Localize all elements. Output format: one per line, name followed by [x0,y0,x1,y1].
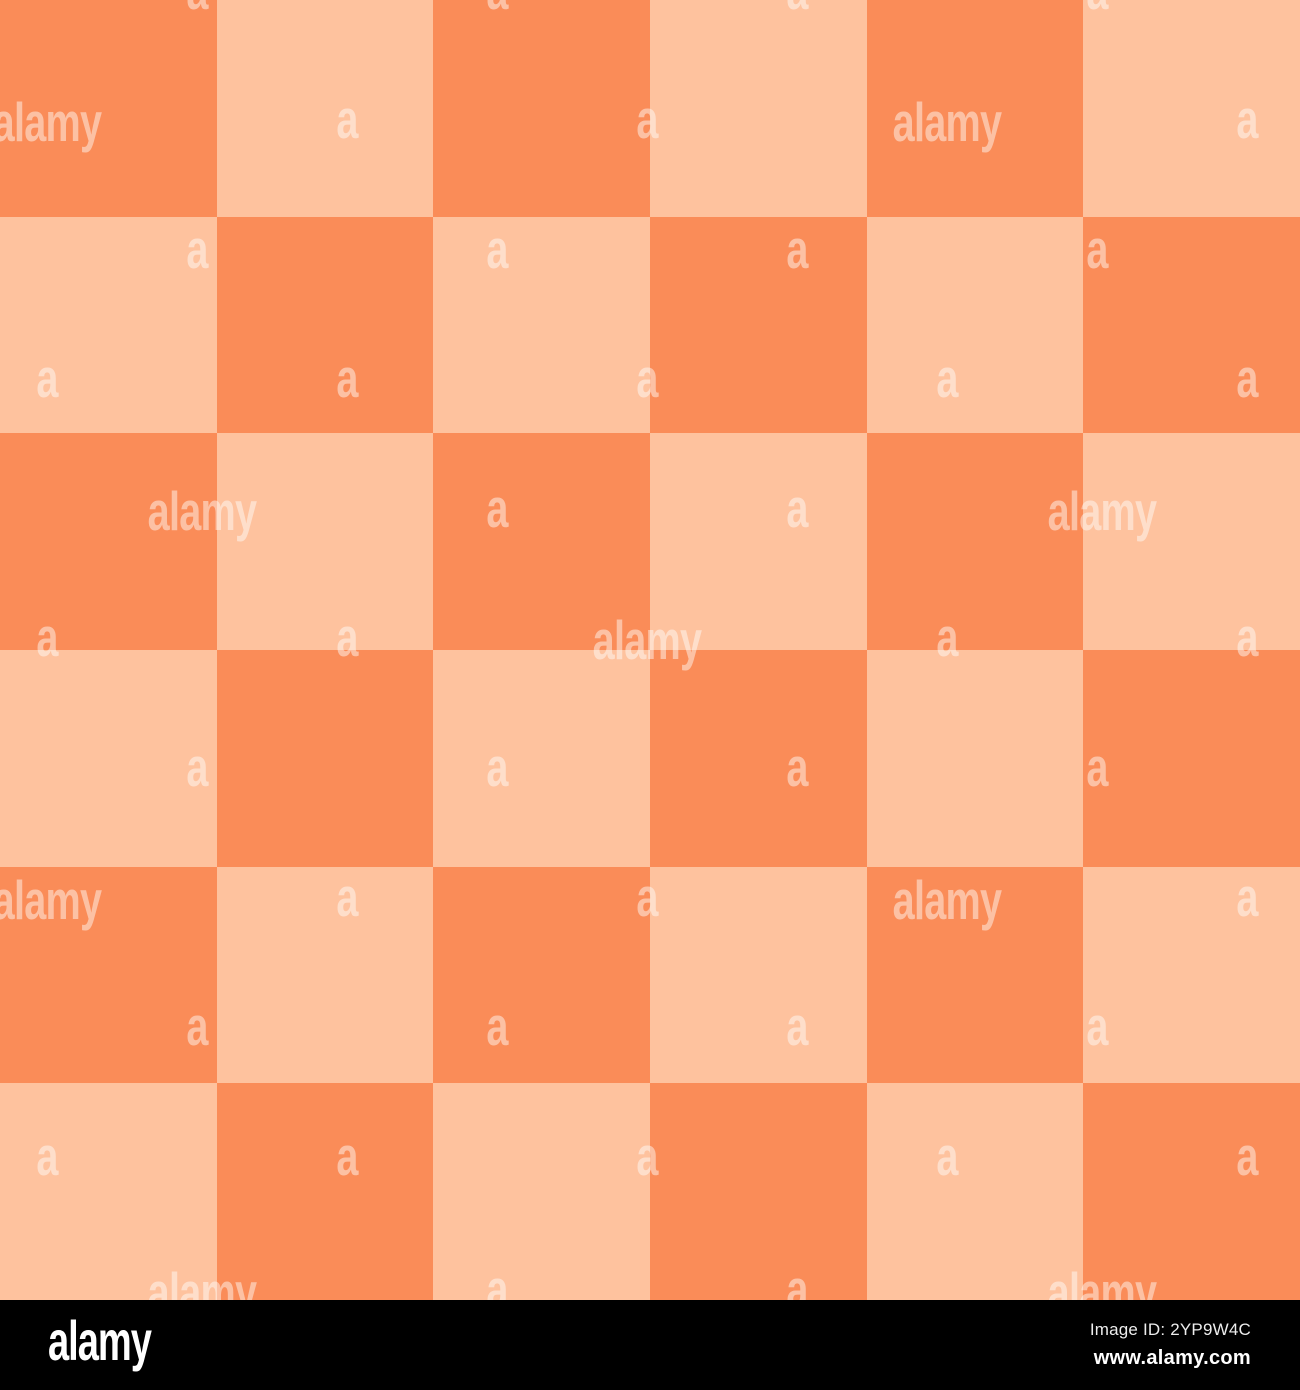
checker-square [1083,433,1300,650]
checker-square [216,1083,434,1300]
letter-a-watermark: a [786,217,808,280]
checker-square [433,433,650,650]
letter-a-watermark: a [1236,87,1258,150]
alamy-watermark: alamy [892,869,1002,932]
checker-square [1083,650,1300,867]
checker-square [216,0,434,217]
letter-a-watermark: a [186,994,208,1057]
letter-a-watermark: a [636,346,658,409]
letter-a-watermark: a [186,735,208,798]
image-id-text: Image ID: 2YP9W4C [1089,1320,1251,1339]
footer-credits: Image ID: 2YP9W4C www.alamy.com [1090,1320,1251,1370]
checkerboard-pattern [0,0,1300,1300]
letter-a-watermark: a [1236,346,1258,409]
letter-a-watermark: a [486,217,508,280]
checker-square [433,216,650,434]
letter-a-watermark: a [1086,217,1108,280]
checker-square [0,650,217,867]
letter-a-watermark: a [1236,865,1258,928]
checker-square [216,866,434,1084]
alamy-footer-bar: alamy Image ID: 2YP9W4C www.alamy.com [0,1300,1300,1390]
letter-a-watermark: a [486,476,508,539]
checker-square [650,650,867,867]
letter-a-watermark: a [936,1124,958,1187]
letter-a-watermark: a [1086,994,1108,1057]
checker-square [650,0,867,217]
checker-square [0,1083,217,1300]
letter-a-watermark: a [486,994,508,1057]
letter-a-watermark: a [786,735,808,798]
letter-a-watermark: a [636,865,658,928]
checker-square [216,433,434,650]
letter-a-watermark: a [486,0,508,18]
letter-a-watermark: a [186,0,208,18]
alamy-watermark: alamy [1047,480,1157,543]
checker-square [433,1083,650,1300]
checker-square [433,866,650,1084]
letter-a-watermark: a [786,476,808,539]
letter-a-watermark: a [336,1124,358,1187]
letter-a-watermark: a [336,865,358,928]
letter-a-watermark: a [36,1124,58,1187]
letter-a-watermark: a [336,87,358,150]
alamy-watermark: alamy [0,91,102,154]
alamy-url-text: www.alamy.com [1093,1347,1251,1369]
letter-a-watermark: a [486,735,508,798]
alamy-watermark: alamy [892,91,1002,154]
checker-square [1083,216,1300,434]
alamy-watermark: alamy [0,869,102,932]
checker-square [216,650,434,867]
alamy-watermark: alamy [592,609,702,672]
checker-square [650,1083,867,1300]
letter-a-watermark: a [786,0,808,18]
checker-square [0,866,217,1084]
checker-square [433,0,650,217]
checker-square [866,650,1084,867]
checker-square [650,866,867,1084]
checker-square [1083,866,1300,1084]
checker-square [1083,1083,1300,1300]
letter-a-watermark: a [1236,605,1258,668]
letter-a-watermark: a [186,217,208,280]
checker-square [650,433,867,650]
letter-a-watermark: a [1236,1124,1258,1187]
checker-square [433,650,650,867]
checker-square [866,433,1084,650]
checker-square [866,0,1084,217]
letter-a-watermark: a [36,346,58,409]
letter-a-watermark: a [36,605,58,668]
letter-a-watermark: a [786,994,808,1057]
checker-square [216,216,434,434]
letter-a-watermark: a [336,346,358,409]
checker-square [0,0,217,217]
letter-a-watermark: a [1086,735,1108,798]
letter-a-watermark: a [1086,0,1108,18]
checker-square [0,216,217,434]
checker-square [0,433,217,650]
letter-a-watermark: a [936,346,958,409]
letter-a-watermark: a [636,1124,658,1187]
letter-a-watermark: a [636,87,658,150]
letter-a-watermark: a [936,605,958,668]
checker-square [866,866,1084,1084]
checker-square [1083,0,1300,217]
alamy-watermark: alamy [147,480,257,543]
checker-square [866,216,1084,434]
checker-square [650,216,867,434]
letter-a-watermark: a [336,605,358,668]
alamy-logo: alamy [48,1309,152,1372]
checker-square [866,1083,1084,1300]
